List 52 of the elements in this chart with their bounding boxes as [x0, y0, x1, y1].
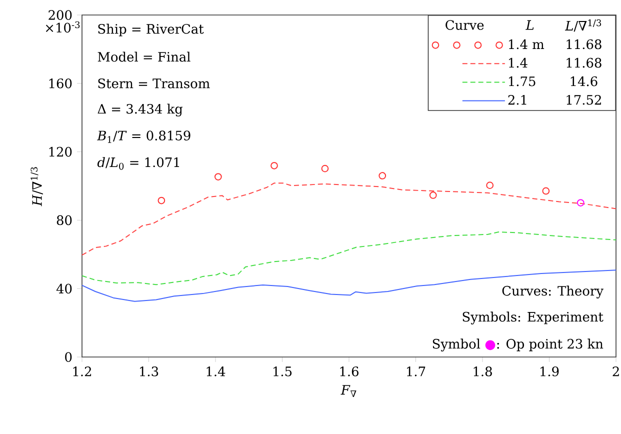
- x-tick-label: 1.8: [474, 366, 492, 376]
- x-tick-label: 1.9: [540, 366, 559, 376]
- legend-label: 2.1: [508, 94, 526, 105]
- annotation: d/L$_{0}$ = 1.071: [97, 157, 180, 170]
- line-series: [82, 232, 617, 286]
- point: [321, 164, 329, 172]
- annotation: Curves: Theory: [502, 286, 604, 298]
- point: [576, 199, 584, 206]
- y-tick-label: 200: [48, 10, 72, 20]
- annotation: ●: [485, 340, 496, 350]
- annotation: L: [526, 20, 534, 30]
- x-tick-label: 1.4: [206, 366, 226, 376]
- annotation: 14.6: [570, 76, 598, 86]
- x-tick-label: 1.7: [407, 366, 426, 376]
- point: [270, 162, 278, 170]
- legend-label: 1.4: [509, 58, 528, 68]
- annotation: Curve: [446, 20, 484, 30]
- y-tick-label: 120: [49, 146, 72, 157]
- point: [158, 196, 166, 204]
- line-series: [82, 270, 617, 302]
- annotation: Stern = Transom: [98, 78, 210, 88]
- point: [429, 192, 437, 199]
- x-tick-label: 1.6: [340, 366, 358, 376]
- y-axis-title: H/∇$^{1/3}$: [30, 167, 43, 206]
- annotation: Symbols: Experiment: [462, 312, 604, 324]
- annotation: Δ = 3.434 kg: [98, 104, 183, 116]
- y-tick-label: 160: [49, 78, 72, 88]
- point: [542, 187, 550, 195]
- point: [378, 172, 386, 180]
- x-axis-title: F$_{∇}$: [340, 385, 356, 398]
- y-tick-label: 0: [65, 352, 72, 362]
- annotation: 17.52: [566, 94, 601, 105]
- point: [486, 182, 494, 190]
- annotation: L/∇$^{1/3}$: [564, 19, 602, 32]
- x-tick-label: 1.5: [274, 366, 292, 376]
- annotation: 11.68: [566, 39, 602, 50]
- point: [214, 173, 222, 180]
- legend-label: 1.75: [509, 76, 536, 86]
- x-tick-label: 1.3: [140, 366, 158, 376]
- x-tick-label: 1.2: [73, 366, 92, 376]
- y-tick-label: 40: [56, 284, 72, 294]
- annotation: Model = Final: [98, 52, 190, 62]
- annotation: B$_{1}$/T = 0.8159: [96, 130, 190, 143]
- legend-label: 1.4 m: [509, 39, 544, 50]
- text: ×10$^{-3}$: [46, 21, 80, 33]
- annotation: Ship = RiverCat: [98, 24, 204, 36]
- line-series: [82, 182, 617, 256]
- x-tick-label: 2: [612, 366, 619, 376]
- annotation: Symbol: [432, 338, 480, 352]
- y-tick-label: 80: [56, 215, 72, 226]
- annotation: 11.68: [566, 58, 602, 68]
- annotation: : Op point 23 kn: [497, 338, 604, 352]
